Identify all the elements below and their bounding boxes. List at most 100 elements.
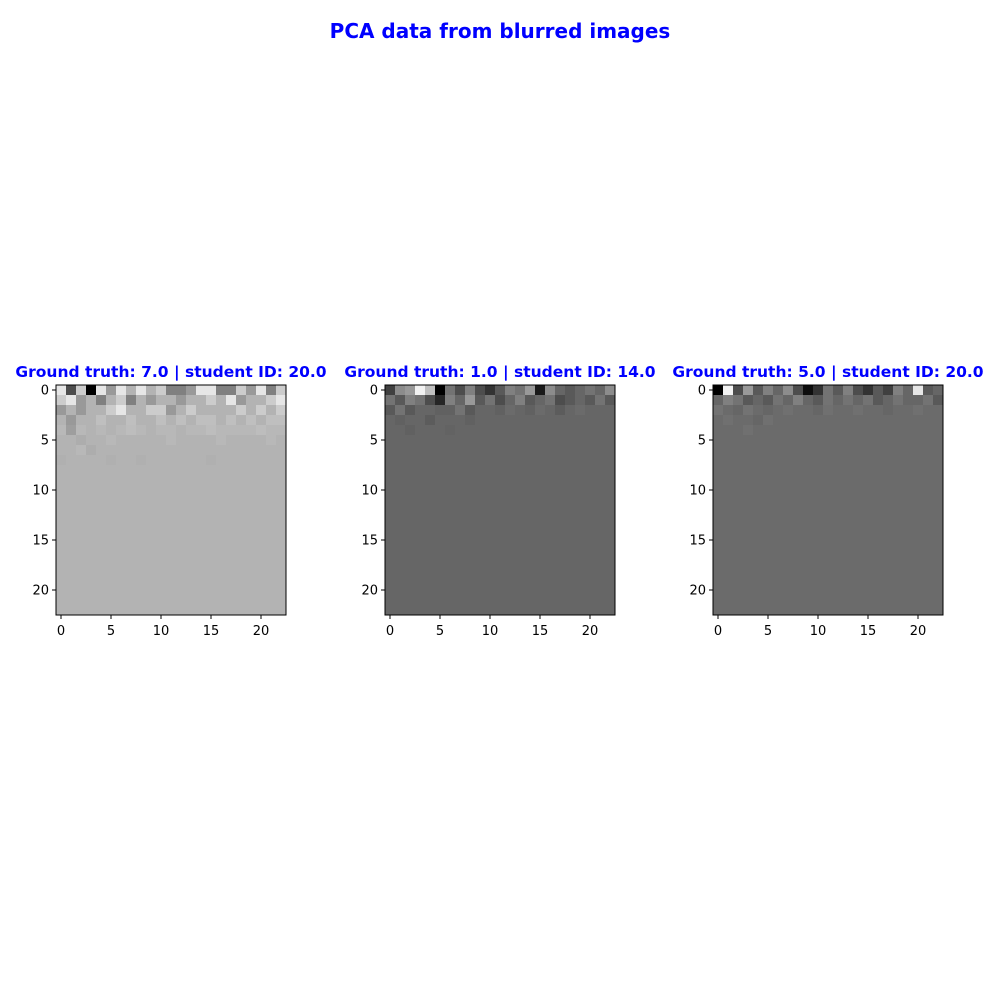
heatmap-cell <box>226 555 237 566</box>
heatmap-cell <box>833 405 844 416</box>
heatmap-cell <box>196 435 207 446</box>
heatmap-cell <box>206 425 217 436</box>
heatmap-cell <box>186 495 197 506</box>
heatmap-cell <box>505 605 516 616</box>
heatmap-cell <box>96 555 107 566</box>
heatmap-cell <box>126 405 137 416</box>
heatmap-cell <box>395 445 406 456</box>
heatmap-cell <box>545 455 556 466</box>
heatmap-cell <box>743 495 754 506</box>
x-tick-label: 15 <box>532 624 549 639</box>
heatmap-cell <box>126 575 137 586</box>
heatmap-cell <box>256 445 267 456</box>
heatmap-cell <box>753 535 764 546</box>
heatmap-cell <box>585 585 596 596</box>
heatmap-cell <box>465 455 476 466</box>
heatmap-cell <box>853 455 864 466</box>
heatmap-cell <box>595 585 606 596</box>
heatmap-cell <box>246 545 257 556</box>
heatmap-cell <box>733 435 744 446</box>
heatmap-cell <box>505 415 516 426</box>
heatmap-cell <box>106 545 117 556</box>
heatmap-cell <box>236 435 247 446</box>
heatmap-cell <box>405 595 416 606</box>
heatmap-cell <box>276 385 287 396</box>
heatmap-cell <box>226 435 237 446</box>
heatmap-cell <box>116 525 127 536</box>
heatmap-cell <box>76 415 87 426</box>
y-tick-label: 15 <box>32 534 49 549</box>
heatmap-cell <box>56 515 67 526</box>
heatmap-cell <box>933 385 944 396</box>
heatmap-cell <box>813 385 824 396</box>
heatmap-cell <box>525 595 536 606</box>
heatmap-cell <box>933 585 944 596</box>
heatmap-cell <box>495 565 506 576</box>
heatmap-cell <box>196 475 207 486</box>
heatmap-cell <box>515 485 526 496</box>
heatmap-cell <box>56 415 67 426</box>
heatmap-cell <box>525 515 536 526</box>
heatmap-cell <box>893 545 904 556</box>
heatmap-cell <box>833 435 844 446</box>
heatmap-cell <box>515 465 526 476</box>
heatmap-cell <box>176 595 187 606</box>
heatmap-cell <box>395 585 406 596</box>
x-tick-label: 5 <box>436 624 444 639</box>
heatmap-cell <box>425 545 436 556</box>
heatmap-cell <box>216 595 227 606</box>
heatmap-cell <box>773 435 784 446</box>
heatmap-cell <box>475 395 486 406</box>
heatmap-cell <box>535 395 546 406</box>
heatmap-cell <box>863 535 874 546</box>
heatmap-cell <box>565 485 576 496</box>
heatmap-cell <box>793 425 804 436</box>
heatmap-cell <box>266 465 277 476</box>
heatmap-cell <box>893 455 904 466</box>
heatmap-cell <box>206 495 217 506</box>
heatmap-cell <box>395 575 406 586</box>
heatmap-cell <box>186 445 197 456</box>
heatmap-cell <box>475 535 486 546</box>
heatmap-cell <box>545 505 556 516</box>
heatmap-cell <box>176 445 187 456</box>
heatmap-cell <box>455 535 466 546</box>
heatmap-cell <box>66 555 77 566</box>
heatmap-cell <box>823 565 834 576</box>
heatmap-cell <box>545 585 556 596</box>
heatmap-cell <box>873 505 884 516</box>
heatmap-cell <box>913 565 924 576</box>
heatmap-cell <box>853 545 864 556</box>
heatmap-cell <box>66 575 77 586</box>
heatmap-cell <box>66 525 77 536</box>
heatmap-cell <box>405 405 416 416</box>
heatmap-cell <box>86 535 97 546</box>
heatmap-cell <box>853 525 864 536</box>
heatmap-cell <box>186 555 197 566</box>
heatmap-cell <box>913 525 924 536</box>
heatmap-cell <box>893 475 904 486</box>
heatmap-cell <box>803 525 814 536</box>
heatmap-cell <box>933 415 944 426</box>
heatmap-cell <box>545 385 556 396</box>
heatmap-cell <box>455 605 466 616</box>
heatmap-cell <box>116 565 127 576</box>
heatmap-cell <box>595 425 606 436</box>
heatmap-cell <box>605 505 616 516</box>
heatmap-cell <box>485 445 496 456</box>
heatmap-cell <box>465 475 476 486</box>
heatmap-cell <box>266 565 277 576</box>
heatmap-cell <box>385 445 396 456</box>
heatmap-cell <box>713 605 724 616</box>
heatmap-cell <box>823 465 834 476</box>
heatmap-cell <box>585 465 596 476</box>
heatmap-cell <box>56 455 67 466</box>
heatmap-cell <box>843 485 854 496</box>
heatmap-cell <box>405 465 416 476</box>
heatmap-cell <box>276 605 287 616</box>
heatmap-cell <box>595 605 606 616</box>
heatmap-cell <box>525 605 536 616</box>
heatmap-cell <box>565 565 576 576</box>
heatmap-cell <box>465 415 476 426</box>
heatmap-cell <box>395 385 406 396</box>
